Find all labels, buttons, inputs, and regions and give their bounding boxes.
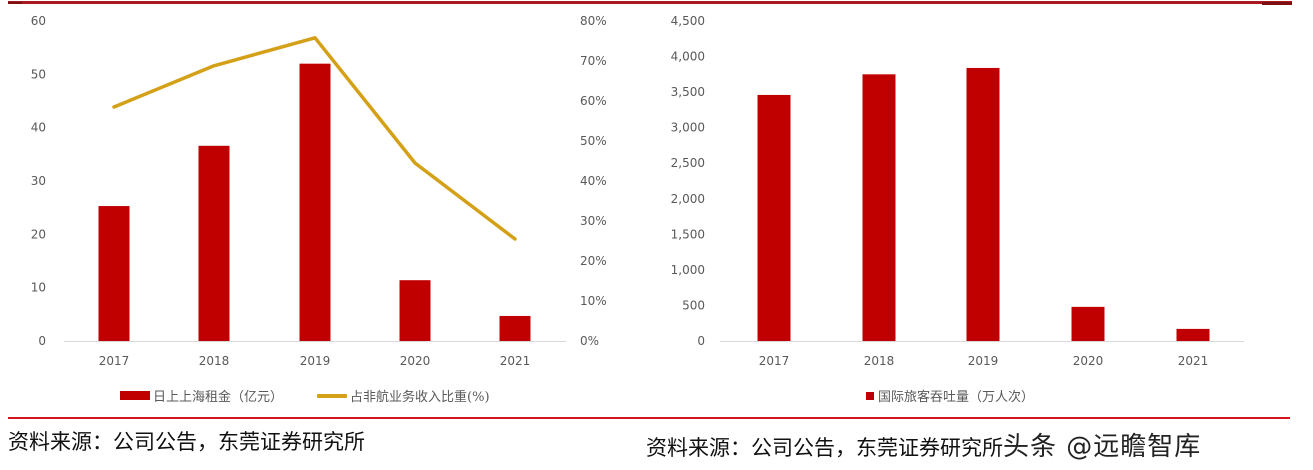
bar <box>499 315 531 341</box>
x-tick-label: 2019 <box>300 354 331 368</box>
x-tick-label: 2019 <box>968 354 999 368</box>
rent-combo-chart: 0 10 20 30 40 50 60 0% 10% 20% 30% 40% 50% 60% 70% 80%… <box>31 14 607 368</box>
bar <box>1071 306 1105 341</box>
y2-tick-label: 70% <box>580 54 607 68</box>
bar <box>399 280 431 341</box>
left-source-note: 资料来源：公司公告，东莞证券研究所 <box>8 430 365 454</box>
y-tick-label: 30 <box>31 174 46 188</box>
passenger-bars <box>757 67 1210 341</box>
bar-legend-label: 日上上海租金（亿元） <box>153 390 284 405</box>
x-axis-labels: 2017 2018 2019 2020 2021 <box>759 354 1209 368</box>
y-tick-label: 3,000 <box>671 121 705 135</box>
line-legend-label: 占非航业务收入比重(%) <box>350 390 490 405</box>
rent-bars <box>98 63 531 342</box>
x-tick-label: 2020 <box>400 354 431 368</box>
y-tick-label: 4,500 <box>671 14 705 28</box>
top-border-accent-left <box>8 2 22 4</box>
right-legend: 国际旅客吞吐量（万人次） <box>866 386 1034 405</box>
y-tick-label: 20 <box>31 227 46 241</box>
top-border-line <box>8 1 1292 4</box>
y-tick-label: 0 <box>697 334 705 348</box>
share-line <box>112 36 517 241</box>
x-axis-labels: 2017 2018 2019 2020 2021 <box>99 354 531 368</box>
y-tick-label: 0 <box>38 334 46 348</box>
x-tick-label: 2021 <box>500 354 531 368</box>
y2-tick-label: 30% <box>580 214 607 228</box>
bar-legend-label: 国际旅客吞吐量（万人次） <box>878 390 1035 405</box>
y2-tick-label: 0% <box>580 334 599 348</box>
y-axis: 0 500 1,000 1,500 2,000 2,500 3,000 3,500 4,000 4… <box>671 14 705 348</box>
bar <box>98 206 130 341</box>
bar <box>299 63 331 342</box>
bar <box>198 145 230 341</box>
bar <box>966 67 1000 341</box>
y-tick-label: 1,000 <box>671 263 705 277</box>
left-legend: 日上上海租金（亿元） 占非航业务收入比重(%) <box>120 386 490 405</box>
right-y-axis: 0% 10% 20% 30% 40% 50% 60% 70% 80% <box>580 14 607 348</box>
x-tick-label: 2020 <box>1073 354 1104 368</box>
y2-tick-label: 80% <box>580 14 607 28</box>
x-tick-label: 2018 <box>864 354 895 368</box>
x-tick-label: 2021 <box>1178 354 1209 368</box>
y-tick-label: 2,000 <box>671 192 705 206</box>
y2-tick-label: 10% <box>580 294 607 308</box>
x-tick-label: 2017 <box>99 354 130 368</box>
left-y-axis: 0 10 20 30 40 50 60 <box>31 14 46 348</box>
intl-passenger-bar-chart: 0 500 1,000 1,500 2,000 2,500 3,000 3,500 4,000 4… <box>671 14 1244 368</box>
y-tick-label: 4,000 <box>671 50 705 64</box>
y-tick-label: 1,500 <box>671 227 705 241</box>
y-tick-label: 500 <box>682 298 705 312</box>
line-legend-swatch <box>317 393 348 398</box>
top-border-accent-right <box>1262 2 1292 5</box>
y-tick-label: 10 <box>31 281 46 295</box>
y2-tick-label: 20% <box>580 254 607 268</box>
x-tick-label: 2018 <box>199 354 230 368</box>
source-separator-line <box>8 417 1290 419</box>
y-tick-label: 60 <box>31 14 46 28</box>
right-source-text: 资料来源：公司公告，东莞证券研究所 <box>646 436 1003 460</box>
y-tick-label: 3,500 <box>671 85 705 99</box>
x-tick-label: 2017 <box>759 354 790 368</box>
bar <box>757 94 791 341</box>
y-tick-label: 50 <box>31 67 46 81</box>
watermark: 头条 @远瞻智库 <box>1003 432 1202 462</box>
right-source-note: 资料来源：公司公告，东莞证券研究所头条 @远瞻智库 <box>646 426 1201 463</box>
y-tick-label: 40 <box>31 121 46 135</box>
y-tick-label: 2,500 <box>671 156 705 170</box>
y2-tick-label: 60% <box>580 94 607 108</box>
bar <box>1176 328 1210 341</box>
y2-tick-label: 50% <box>580 134 607 148</box>
y2-tick-label: 40% <box>580 174 607 188</box>
bar-legend-swatch <box>866 391 874 400</box>
bar-legend-swatch <box>120 391 150 400</box>
bar <box>862 74 896 341</box>
